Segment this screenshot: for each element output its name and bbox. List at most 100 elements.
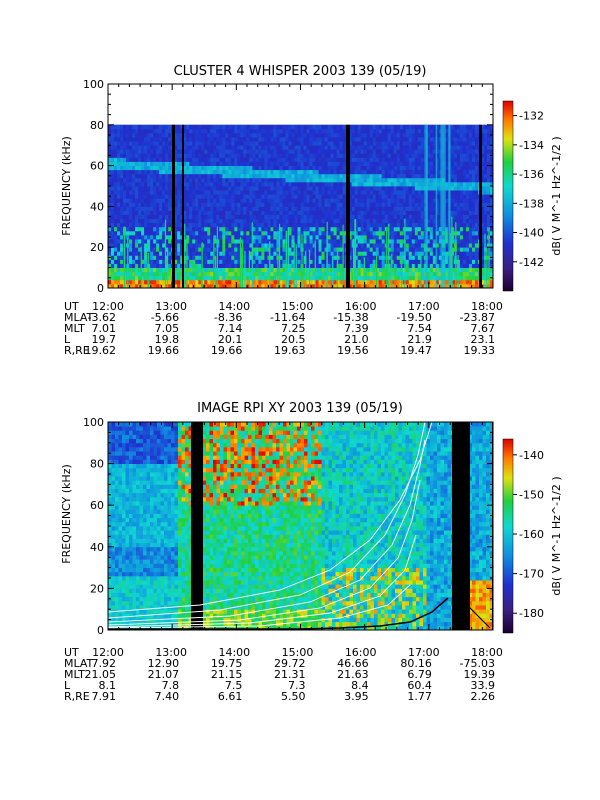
spectro-cell	[243, 234, 247, 240]
spectro-cell	[318, 177, 322, 183]
spectro-cell	[240, 186, 244, 191]
spectro-cell	[342, 173, 347, 179]
spectro-cell	[213, 190, 217, 195]
spectro-cell	[147, 177, 151, 183]
spectro-cell	[273, 234, 277, 240]
spectro-cell	[288, 124, 292, 130]
spectro-cell	[156, 275, 160, 281]
spectro-cell	[294, 190, 298, 195]
spectro-cell	[225, 177, 229, 183]
spectro-cell	[252, 247, 256, 252]
spectro-cell	[273, 267, 277, 273]
spectro-cell	[390, 226, 395, 232]
spectro-cell	[312, 169, 316, 175]
spectro-cell	[207, 210, 211, 215]
spectro-cell	[258, 271, 262, 277]
spectro-cell	[276, 157, 280, 162]
spectro-cell	[147, 226, 151, 232]
spectro-cell	[189, 226, 193, 232]
spectro-cell	[255, 149, 259, 154]
spectro-cell	[405, 263, 410, 268]
spectro-cell	[354, 259, 359, 264]
spectro-cell	[291, 206, 295, 211]
spectro-cell	[387, 149, 392, 154]
spectro-cell	[408, 234, 413, 240]
spectro-cell	[108, 186, 112, 191]
spectro-cell	[156, 137, 160, 142]
spectro-cell	[243, 194, 247, 199]
spectro-cell	[450, 137, 455, 142]
spectro-cell	[465, 190, 470, 195]
spectro-cell	[129, 234, 133, 240]
spectro-cell	[408, 177, 413, 183]
spectro-cell	[339, 157, 344, 162]
spectro-cell	[123, 222, 127, 228]
spectro-cell	[246, 177, 250, 183]
spectro-cell	[129, 263, 133, 268]
spectro-cell	[444, 190, 449, 195]
spectro-cell	[216, 157, 220, 162]
spectro-cell	[141, 181, 145, 187]
spectro-cell	[159, 181, 163, 187]
spectro-cell	[426, 141, 431, 146]
spectro-cell	[303, 141, 307, 146]
spectro-cell	[201, 243, 205, 248]
spectro-cell	[411, 124, 416, 130]
spectro-cell	[267, 132, 271, 138]
spectro-cell	[186, 243, 190, 248]
spectro-cell	[240, 157, 244, 162]
spectro-cell	[192, 177, 196, 183]
spectro-cell	[228, 234, 232, 240]
spectro-cell	[135, 181, 139, 187]
spectro-cell	[165, 226, 169, 232]
spectro-cell	[204, 194, 208, 199]
spectro-cell	[246, 181, 250, 187]
spectro-cell	[237, 145, 241, 150]
spectro-cell	[159, 202, 163, 207]
spectro-cell	[342, 165, 347, 171]
spectro-cell	[468, 243, 473, 248]
spectro-cell	[234, 271, 238, 277]
spectro-cell	[243, 210, 247, 215]
spectro-cell	[120, 177, 124, 183]
spectro-cell	[294, 222, 298, 228]
spectro-cell	[276, 243, 280, 248]
spectro-cell	[138, 198, 142, 203]
spectro-cell	[411, 198, 416, 203]
spectro-cell	[153, 194, 157, 199]
spectro-cell	[279, 271, 283, 277]
spectro-cell	[204, 173, 208, 179]
spectro-cell	[420, 194, 425, 199]
spectro-cell	[327, 145, 331, 150]
spectro-cell	[417, 198, 422, 203]
spectro-cell	[405, 247, 410, 252]
spectro-cell	[201, 210, 205, 215]
spectro-cell	[123, 206, 127, 211]
spectro-cell	[417, 247, 422, 252]
spectro-cell	[252, 128, 256, 134]
spectro-cell	[474, 263, 479, 268]
spectro-cell	[474, 145, 479, 150]
spectro-cell	[153, 218, 157, 224]
spectro-cell	[399, 222, 404, 228]
spectro-cell	[258, 226, 262, 232]
spectro-cell	[270, 161, 274, 166]
spectro-cell	[228, 157, 232, 162]
spectro-cell	[207, 222, 211, 228]
spectro-cell	[315, 161, 319, 166]
spectro-cell	[471, 283, 476, 288]
spectro-cell	[264, 149, 268, 154]
spectro-cell	[354, 161, 359, 166]
spectro-cell	[381, 202, 386, 207]
spectro-cell	[453, 128, 458, 134]
spectro-cell	[258, 128, 262, 134]
spectro-cell	[300, 141, 304, 146]
spectro-cell	[228, 165, 232, 171]
spectro-cell	[138, 259, 142, 264]
spectro-cell	[204, 132, 208, 138]
spectro-cell	[456, 239, 461, 244]
spectro-cell	[297, 275, 301, 281]
spectro-cell	[249, 157, 253, 162]
spectro-cell	[339, 145, 344, 150]
spectro-cell	[309, 157, 313, 162]
